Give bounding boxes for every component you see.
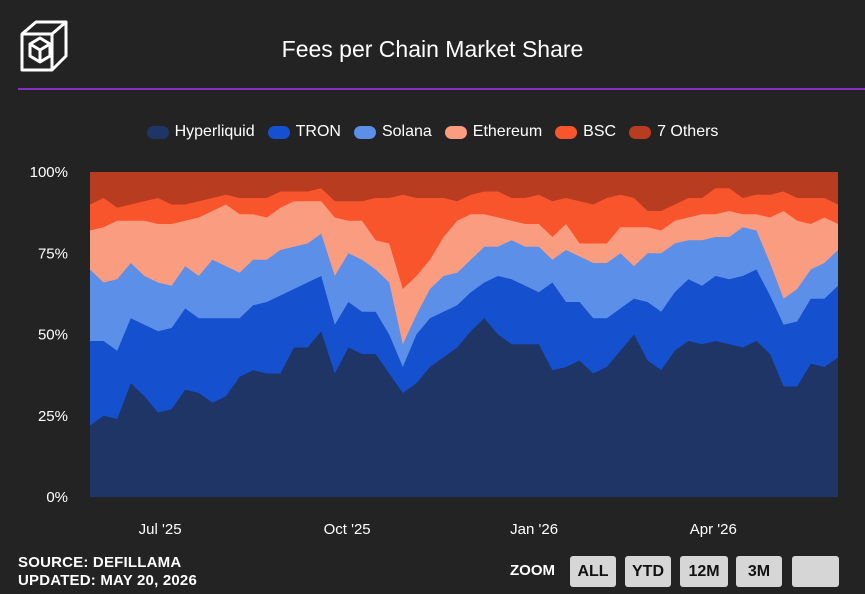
legend-item-ethereum[interactable]: Ethereum (444, 123, 543, 141)
y-tick-label: 0% (46, 489, 68, 506)
source-note: SOURCE: DEFILLAMA UPDATED: MAY 20, 2026 (18, 554, 197, 590)
zoom-label: ZOOM (510, 562, 555, 579)
x-tick-label: Oct '25 (324, 521, 371, 538)
x-tick-label: Jul '25 (139, 521, 182, 538)
legend-label: TRON (295, 123, 341, 140)
legend-swatch (353, 125, 376, 139)
updated-text: UPDATED: MAY 20, 2026 (18, 572, 197, 589)
legend-item-hyperliquid[interactable]: Hyperliquid (146, 123, 255, 141)
header-divider (18, 88, 865, 90)
zoom-3m-button[interactable]: 3M (736, 556, 782, 587)
zoom-custom-button[interactable] (792, 556, 839, 587)
legend-swatch (444, 125, 467, 139)
cube-logo-icon (20, 20, 68, 72)
legend-label: BSC (583, 123, 617, 140)
legend-swatch (555, 125, 578, 139)
source-text: SOURCE: DEFILLAMA (18, 554, 182, 571)
stacked-area-chart: 0% 25% 50% 75% 100% Jul '25 Oct '25 Jan '26 Apr… (30, 164, 838, 538)
legend-swatch (629, 125, 652, 139)
legend-label: Hyperliquid (174, 123, 255, 140)
y-tick-label: 50% (38, 327, 68, 344)
legend-label: 7 Others (657, 123, 719, 140)
legend-swatch (267, 125, 290, 139)
y-tick-label: 100% (30, 164, 68, 181)
legend-label: Solana (381, 123, 432, 140)
zoom-ytd-button[interactable]: YTD (625, 556, 671, 587)
chart-legend: Hyperliquid TRON Solana Ethereum BSC 7 Others (0, 123, 865, 141)
y-tick-label: 25% (38, 408, 68, 425)
legend-label: Ethereum (472, 123, 543, 140)
area-hyperliquid (90, 318, 838, 497)
zoom-12m-button[interactable]: 12M (680, 556, 728, 587)
y-tick-label: 75% (38, 245, 68, 262)
zoom-all-button[interactable]: ALL (570, 556, 616, 587)
x-tick-label: Jan '26 (510, 521, 558, 538)
legend-item-solana[interactable]: Solana (353, 123, 432, 141)
legend-swatch (146, 125, 169, 139)
legend-item-bsc[interactable]: BSC (555, 123, 616, 141)
legend-item-tron[interactable]: TRON (267, 123, 341, 141)
legend-item-7-others[interactable]: 7 Others (629, 123, 718, 141)
x-tick-label: Apr '26 (690, 521, 737, 538)
page-title: Fees per Chain Market Share (281, 36, 584, 62)
